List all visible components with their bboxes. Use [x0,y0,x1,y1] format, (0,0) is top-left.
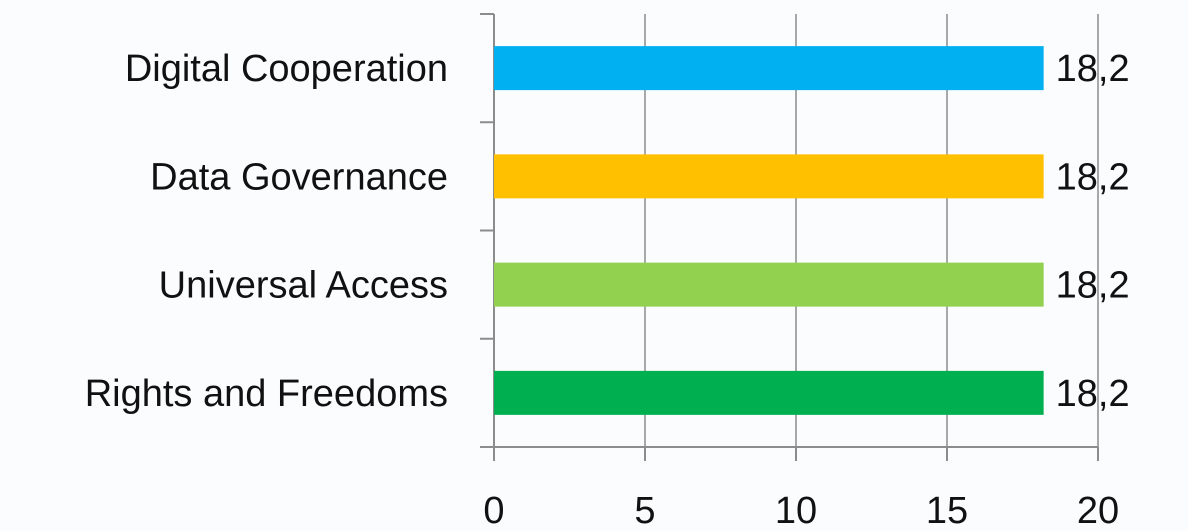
category-label: Digital Cooperation [125,48,448,90]
data-label: 18,2 [1056,156,1130,198]
bar [494,262,1044,307]
category-label: Rights and Freedoms [85,373,448,415]
data-label: 18,2 [1056,265,1130,307]
data-label: 18,2 [1056,48,1130,90]
bar [494,46,1044,91]
category-label: Data Governance [150,156,448,198]
x-tick-label: 0 [483,490,504,531]
labels: 0 5 10 15 20 Digital Cooperation 18,2 Data Gove… [85,48,1130,531]
x-tick-label: 20 [1077,490,1119,531]
data-label: 18,2 [1056,373,1130,415]
bars [494,46,1044,415]
bar [494,154,1044,199]
x-tick-label: 5 [634,490,655,531]
x-tick-label: 15 [926,490,968,531]
bar [494,370,1044,415]
x-tick-label: 10 [775,490,817,531]
category-label: Universal Access [159,265,448,307]
